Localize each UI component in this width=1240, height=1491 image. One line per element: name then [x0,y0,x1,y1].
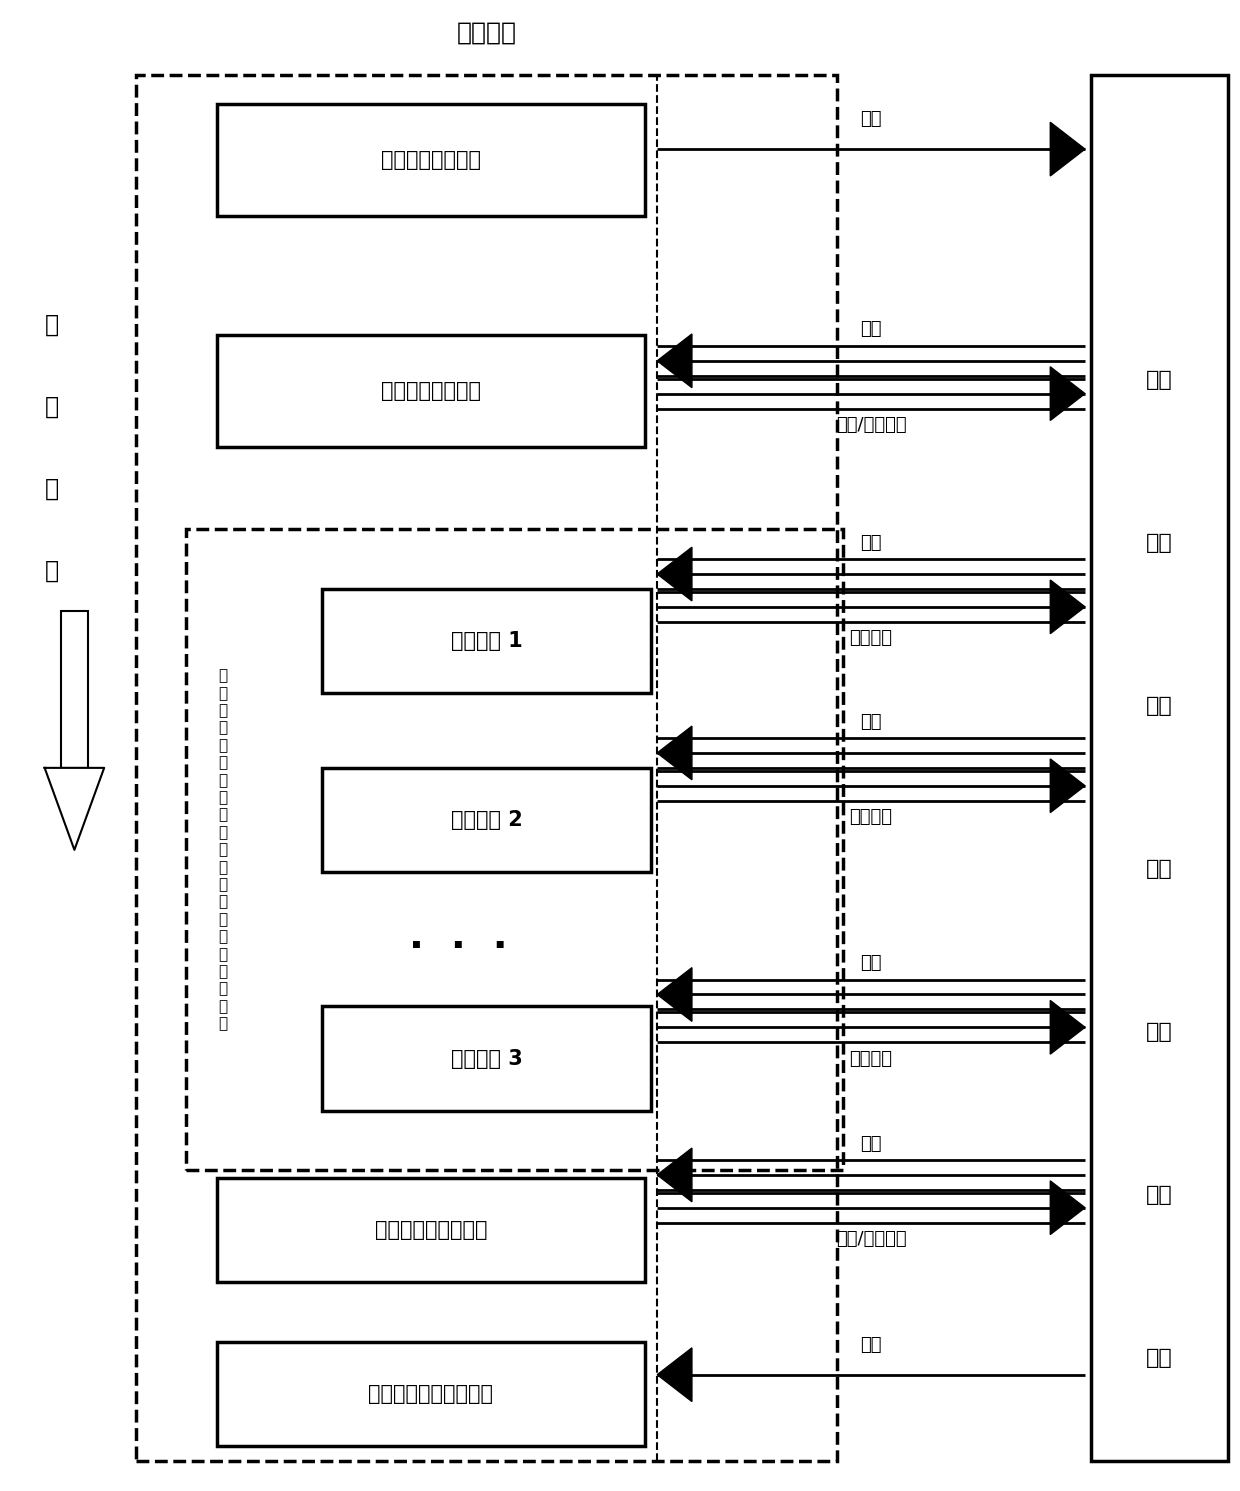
Text: 检验项目 1: 检验项目 1 [451,631,522,652]
Polygon shape [1050,580,1085,634]
Text: 输入: 输入 [861,110,882,128]
Polygon shape [1050,1181,1085,1235]
Text: 容器: 容器 [1146,532,1173,553]
Text: 辅助: 辅助 [1146,1185,1173,1205]
Text: 检验数据: 检验数据 [849,1050,893,1068]
Text: 输出: 输出 [861,954,882,972]
Text: 压力容器检验方案: 压力容器检验方案 [381,382,481,401]
Bar [217,104,645,216]
Polygon shape [1050,367,1085,420]
Polygon shape [1050,1000,1085,1054]
Text: 输出: 输出 [861,1135,882,1153]
Polygon shape [657,334,692,388]
Text: 系统: 系统 [1146,1348,1173,1369]
Text: 输出: 输出 [861,713,882,731]
Text: 输出: 输出 [861,1336,882,1354]
Text: 检验: 检验 [1146,859,1173,880]
Text: 检验: 检验 [1146,1023,1173,1042]
Text: 检验人员: 检验人员 [456,21,517,45]
Text: 压力容器检验信息: 压力容器检验信息 [381,151,481,170]
Text: 定期: 定期 [1146,696,1173,716]
Text: 压力: 压力 [1146,370,1173,389]
Text: 确认/修改确认: 确认/修改确认 [836,1230,906,1248]
Text: 检: 检 [45,312,60,337]
Bar [322,1006,651,1111]
Text: 输出: 输出 [861,321,882,338]
Text: 检验项目 2: 检验项目 2 [451,810,522,830]
Bar [217,1178,645,1282]
Text: 根
据
检
验
方
案
中
的
检
验
项
目
，
逐
项
进
行
现
场
检
验: 根 据 检 验 方 案 中 的 检 验 项 目 ， 逐 项 进 行 现 场 检 … [218,668,228,1032]
Bar [186,529,843,1170]
Text: ·  ·  ·: · · · [409,927,508,966]
Text: 各检验项目评级情况: 各检验项目评级情况 [374,1220,487,1241]
Bar [61,611,88,768]
Text: 检验项目 3: 检验项目 3 [451,1048,522,1069]
Bar [322,768,651,872]
Text: 验: 验 [45,394,60,419]
Bar [1091,75,1228,1461]
Polygon shape [1050,759,1085,813]
Text: 程: 程 [45,558,60,583]
Polygon shape [657,968,692,1021]
Polygon shape [657,1148,692,1202]
Polygon shape [1050,122,1085,176]
Polygon shape [45,768,104,850]
Polygon shape [657,1348,692,1402]
Bar [322,589,651,693]
Text: 检验方案、记录、报告: 检验方案、记录、报告 [368,1384,494,1405]
Bar [217,1342,645,1446]
Text: 检验数据: 检验数据 [849,808,893,826]
Polygon shape [657,726,692,780]
Text: 流: 流 [45,476,60,501]
Text: 确认/修改确认: 确认/修改确认 [836,416,906,434]
Bar [136,75,837,1461]
Polygon shape [657,547,692,601]
Bar [217,335,645,447]
Text: 输出: 输出 [861,534,882,552]
Text: 检验数据: 检验数据 [849,629,893,647]
